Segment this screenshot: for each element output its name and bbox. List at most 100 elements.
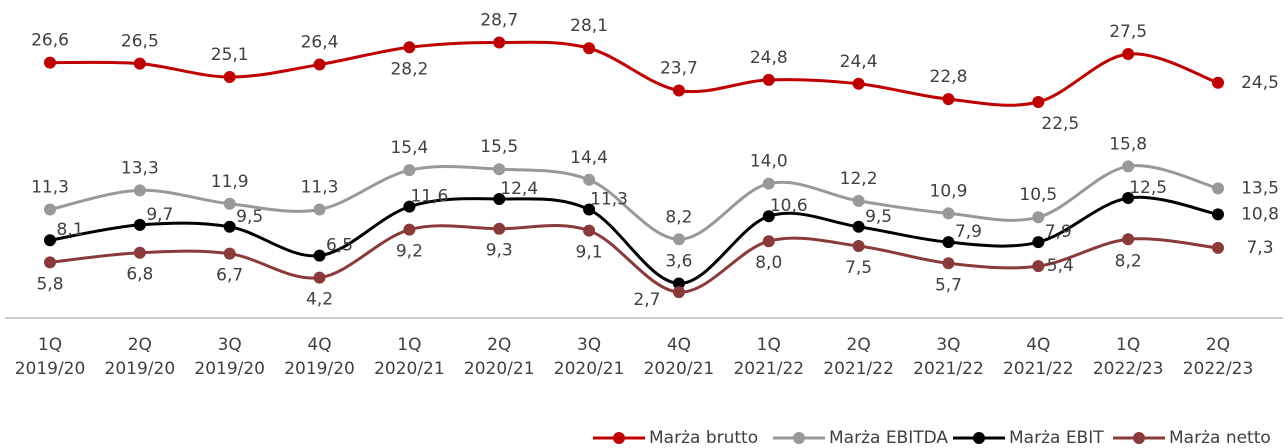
x-tick-label: 3Q 2019/20 xyxy=(194,335,265,379)
data-point xyxy=(1212,182,1224,195)
data-point xyxy=(672,286,685,299)
data-point xyxy=(1032,211,1045,224)
x-tick-label: 1Q 2021/22 xyxy=(733,335,804,379)
data-point xyxy=(403,164,416,177)
data-label: 22,8 xyxy=(930,67,968,87)
data-label: 5,7 xyxy=(935,275,962,295)
data-point xyxy=(1122,192,1135,204)
data-label: 7,9 xyxy=(955,222,982,242)
x-tick-label: 2Q 2020/21 xyxy=(464,335,535,379)
data-point xyxy=(672,233,685,246)
data-label: 11,3 xyxy=(31,178,69,198)
data-point xyxy=(133,57,146,70)
data-label: 24,5 xyxy=(1241,73,1279,93)
x-tick-label: 3Q 2020/21 xyxy=(554,335,625,379)
data-label: 7,9 xyxy=(1045,222,1072,242)
data-label: 5,8 xyxy=(36,274,63,294)
data-label: 9,1 xyxy=(576,243,603,263)
data-label: 11,3 xyxy=(590,190,628,210)
data-point xyxy=(403,223,416,236)
data-label: 28,7 xyxy=(480,10,518,30)
data-point xyxy=(762,210,775,223)
data-label: 11,3 xyxy=(301,178,339,198)
data-label: 10,5 xyxy=(1019,185,1057,205)
data-label: 4,2 xyxy=(306,290,333,310)
data-label: 8,1 xyxy=(56,220,83,240)
data-label: 13,5 xyxy=(1241,178,1279,198)
data-point xyxy=(762,73,775,86)
data-point xyxy=(583,203,596,216)
data-label: 3,6 xyxy=(665,251,692,271)
data-label: 10,6 xyxy=(770,196,808,216)
data-point xyxy=(313,271,326,284)
data-point xyxy=(223,71,236,84)
data-point xyxy=(942,257,955,270)
data-point xyxy=(942,93,955,106)
data-point xyxy=(852,220,865,233)
data-point xyxy=(1212,241,1224,254)
data-label: 5,4 xyxy=(1047,256,1074,276)
data-point xyxy=(223,197,236,210)
data-point xyxy=(583,42,596,55)
data-label: 9,5 xyxy=(865,207,892,227)
x-tick-label: 1Q 2022/23 xyxy=(1093,335,1164,379)
data-point xyxy=(133,246,146,259)
x-tick-label: 1Q 2020/21 xyxy=(374,335,445,379)
data-point xyxy=(1032,236,1045,249)
x-tick-label: 2Q 2022/23 xyxy=(1183,335,1254,379)
data-label: 26,6 xyxy=(31,31,69,51)
data-point xyxy=(493,163,506,176)
legend-swatch-dot xyxy=(1133,432,1145,444)
data-label: 12,5 xyxy=(1129,178,1167,198)
data-label: 12,2 xyxy=(840,169,878,189)
data-point xyxy=(133,184,146,197)
data-point xyxy=(403,41,416,54)
x-tick-label: 2Q 2019/20 xyxy=(105,335,176,379)
data-point xyxy=(762,177,775,190)
data-label: 8,0 xyxy=(755,253,782,273)
data-point xyxy=(672,84,685,97)
data-point xyxy=(44,256,56,269)
legend-label: Marża brutto xyxy=(649,428,758,448)
data-point xyxy=(493,36,506,49)
legend-label: Marża EBIT xyxy=(1009,428,1104,448)
data-label: 27,5 xyxy=(1109,22,1147,42)
data-point xyxy=(223,247,236,260)
legend-swatch-dot xyxy=(973,432,985,444)
data-point xyxy=(672,277,685,290)
data-label: 6,7 xyxy=(216,266,243,286)
x-tick-label: 1Q 2019/20 xyxy=(15,335,86,379)
x-tick-label: 4Q 2020/21 xyxy=(644,335,715,379)
legend-label: Marża netto xyxy=(1169,428,1271,448)
data-label: 28,1 xyxy=(570,16,608,36)
x-tick-label: 4Q 2019/20 xyxy=(284,335,355,379)
legend-swatch-dot xyxy=(613,432,625,444)
data-label: 13,3 xyxy=(121,158,159,178)
data-point xyxy=(44,56,56,69)
data-label: 6,5 xyxy=(326,236,353,256)
data-label: 7,5 xyxy=(845,258,872,278)
data-point xyxy=(223,220,236,233)
data-point xyxy=(852,77,865,90)
data-point xyxy=(762,235,775,248)
x-tick-label: 3Q 2021/22 xyxy=(913,335,984,379)
data-point xyxy=(1122,48,1135,60)
data-label: 14,0 xyxy=(750,152,788,172)
data-point xyxy=(1212,208,1224,221)
x-tick-label: 4Q 2021/22 xyxy=(1003,335,1074,379)
legend-label: Marża EBITDA xyxy=(829,428,948,448)
data-label: 7,3 xyxy=(1246,238,1273,258)
data-point xyxy=(493,222,506,235)
data-point xyxy=(942,207,955,220)
data-label: 9,5 xyxy=(236,207,263,227)
data-label: 11,6 xyxy=(410,187,448,207)
data-point xyxy=(852,240,865,252)
data-label: 9,2 xyxy=(396,242,423,262)
data-point xyxy=(583,173,596,186)
data-label: 10,8 xyxy=(1241,204,1279,224)
data-label: 12,4 xyxy=(500,179,538,199)
legend-swatch-dot xyxy=(793,432,805,444)
data-point xyxy=(403,200,416,213)
series-line xyxy=(49,164,1219,241)
